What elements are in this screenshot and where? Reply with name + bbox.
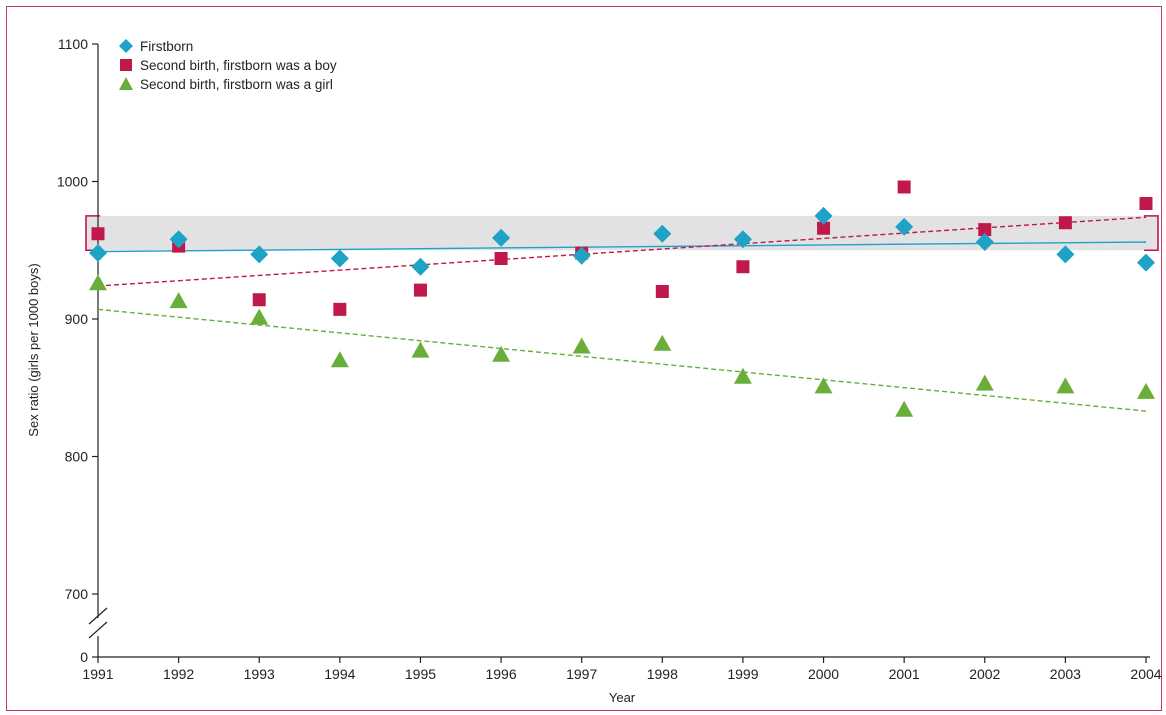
legend-marker — [119, 39, 133, 53]
x-tick-label: 2000 — [808, 666, 839, 682]
point-firstborn — [814, 206, 833, 225]
y-tick-label: 700 — [65, 586, 89, 602]
chart-frame — [6, 6, 1162, 711]
x-tick-label: 1992 — [163, 666, 194, 682]
point-firstborn — [1056, 245, 1075, 264]
point-firstborn — [895, 217, 914, 236]
point-girl-first — [975, 374, 994, 391]
point-girl-first — [89, 274, 107, 291]
point-firstborn — [411, 257, 430, 276]
point-firstborn — [1137, 253, 1155, 272]
point-girl-first — [653, 334, 672, 351]
axes: 0 700 800 900 1000 1100 1991 1992 1993 1994 1995 19… — [57, 36, 1162, 682]
point-boy-first — [494, 252, 508, 265]
band-bracket-right — [1144, 215, 1159, 252]
x-tick-label: 1999 — [727, 666, 758, 682]
point-boy-first — [91, 227, 105, 241]
y-tick-label: 0 — [80, 649, 88, 665]
trend-line-firstborn — [97, 241, 1147, 253]
point-girl-first — [411, 341, 430, 358]
x-tick-label: 1995 — [405, 666, 436, 682]
legend: Firstborn Second birth, firstborn was a b… — [119, 39, 337, 92]
point-girl-first — [330, 351, 349, 368]
point-girl-first — [733, 367, 752, 384]
point-girl-first — [1137, 382, 1155, 399]
x-tick-label: 2003 — [1050, 666, 1081, 682]
point-boy-first — [736, 260, 750, 274]
legend-marker — [119, 77, 133, 90]
point-boy-first — [978, 223, 992, 237]
y-tick-label: 1100 — [58, 36, 88, 52]
point-girl-first — [1056, 377, 1075, 394]
point-firstborn — [653, 224, 672, 243]
legend-item-girl-first: Second birth, firstborn was a girl — [119, 77, 333, 92]
point-firstborn — [975, 233, 994, 251]
point-firstborn — [492, 228, 511, 247]
point-firstborn — [169, 230, 188, 249]
point-boy-first — [817, 221, 831, 235]
x-tick-label: 2002 — [969, 666, 1000, 682]
reference-band-group — [85, 215, 1159, 252]
axis-break-mark — [88, 607, 108, 625]
x-tick-label: 2001 — [889, 666, 920, 682]
y-tick-label: 800 — [65, 449, 89, 465]
legend-label: Firstborn — [140, 39, 193, 54]
x-tick-label: 1993 — [244, 666, 275, 682]
point-boy-first — [413, 283, 427, 297]
point-firstborn — [572, 246, 591, 265]
legend-label: Second birth, firstborn was a girl — [140, 77, 333, 92]
point-firstborn — [330, 249, 349, 268]
point-girl-first — [572, 337, 591, 354]
data-points — [89, 180, 1155, 417]
point-boy-first — [897, 180, 911, 194]
point-girl-first — [492, 345, 511, 362]
point-firstborn — [89, 244, 107, 262]
legend-item-boy-first: Second birth, firstborn was a boy — [120, 58, 337, 73]
point-girl-first — [895, 400, 914, 417]
y-tick-label: 900 — [65, 311, 89, 327]
legend-marker — [120, 59, 132, 71]
point-firstborn — [250, 245, 269, 264]
axis-break-mark — [88, 621, 108, 639]
x-axis-label: Year — [609, 690, 636, 705]
point-firstborn — [733, 230, 752, 249]
x-tick-label: 1996 — [485, 666, 516, 682]
point-boy-first — [1139, 197, 1153, 210]
reference-band — [86, 215, 1158, 251]
x-tick-label: 2004 — [1130, 666, 1161, 682]
trend-line-boy-first — [97, 216, 1147, 287]
point-boy-first — [655, 285, 669, 298]
legend-item-firstborn: Firstborn — [119, 39, 193, 54]
x-tick-label: 1997 — [566, 666, 597, 682]
point-boy-first — [252, 293, 266, 307]
trend-lines — [97, 216, 1147, 412]
x-tick-label: 1991 — [82, 666, 113, 682]
x-tick-label: 1994 — [324, 666, 355, 682]
point-girl-first — [169, 292, 188, 309]
point-boy-first — [333, 302, 347, 316]
point-girl-first — [814, 377, 833, 394]
point-boy-first — [1058, 216, 1072, 230]
y-axis-label: Sex ratio (girls per 1000 boys) — [26, 263, 41, 436]
trend-line-girl-first — [97, 308, 1147, 412]
y-tick-label: 1000 — [57, 174, 88, 190]
point-girl-first — [250, 308, 269, 325]
x-tick-label: 1998 — [647, 666, 678, 682]
legend-label: Second birth, firstborn was a boy — [140, 58, 337, 73]
